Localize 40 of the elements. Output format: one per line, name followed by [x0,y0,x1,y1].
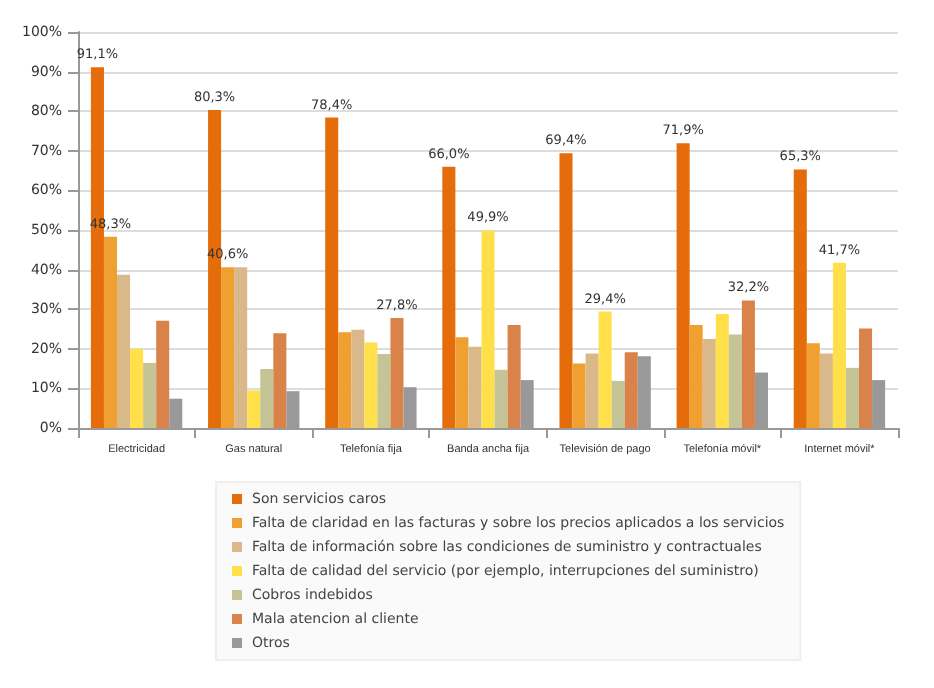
bar [247,390,261,428]
bar [143,363,157,428]
bar [611,380,625,428]
bar [351,329,365,428]
bar [559,153,573,428]
bar [598,311,612,428]
bar [481,230,495,428]
bar [130,348,144,428]
bar [494,369,508,428]
bar [702,338,716,428]
bar [832,262,846,428]
bar [507,325,521,428]
bar [676,143,690,428]
bar [624,352,638,428]
bar [390,317,404,428]
bar [103,236,118,428]
bar [455,337,469,428]
bar [234,267,248,428]
bar [572,363,586,428]
bar [117,274,131,428]
bar [273,333,287,428]
bar [689,325,703,428]
bar [715,313,729,428]
bar [325,117,339,428]
bar [338,332,352,428]
bar [859,328,873,428]
bar [260,369,274,428]
bar [819,353,833,428]
bar [741,300,755,428]
bar [793,169,807,428]
bar [364,342,378,428]
bar [156,320,170,428]
bar [221,267,235,428]
bar [442,166,456,428]
bar [728,334,742,428]
bar [468,346,482,428]
bar [806,343,820,428]
bar [377,353,391,428]
bar [585,353,599,428]
bar [845,367,860,428]
